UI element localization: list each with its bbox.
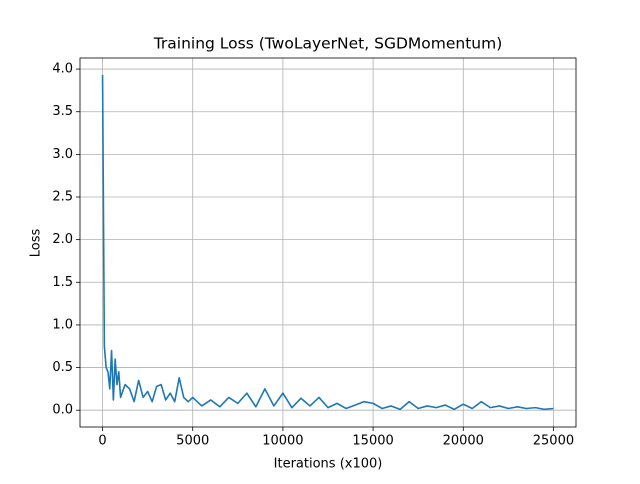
loss-line	[101, 75, 554, 411]
plot-frame	[79, 57, 577, 428]
y-tick-label: 3.0	[52, 147, 73, 162]
x-tick-label: 20000	[443, 434, 484, 449]
y-tick-label: 3.5	[52, 104, 73, 119]
y-tick-label: 0.0	[52, 403, 73, 418]
x-tick-label: 15000	[352, 434, 393, 449]
x-tick-label: 5000	[176, 434, 209, 449]
y-tick-label: 2.0	[52, 232, 73, 247]
x-axis-label: Iterations (x100)	[274, 457, 383, 472]
y-tick-label: 0.5	[52, 360, 73, 375]
y-tick-label: 1.0	[52, 317, 73, 332]
x-tick-label: 10000	[262, 434, 303, 449]
y-tick-label: 2.5	[52, 190, 73, 205]
y-axis-label: Loss	[29, 229, 44, 258]
y-tick-label: 1.5	[52, 275, 73, 290]
x-tick-label: 25000	[533, 434, 574, 449]
y-tick-label: 4.0	[52, 62, 73, 77]
x-tick-label: 0	[98, 434, 106, 449]
chart-title: Training Loss (TwoLayerNet, SGDMomentum)	[153, 35, 503, 53]
